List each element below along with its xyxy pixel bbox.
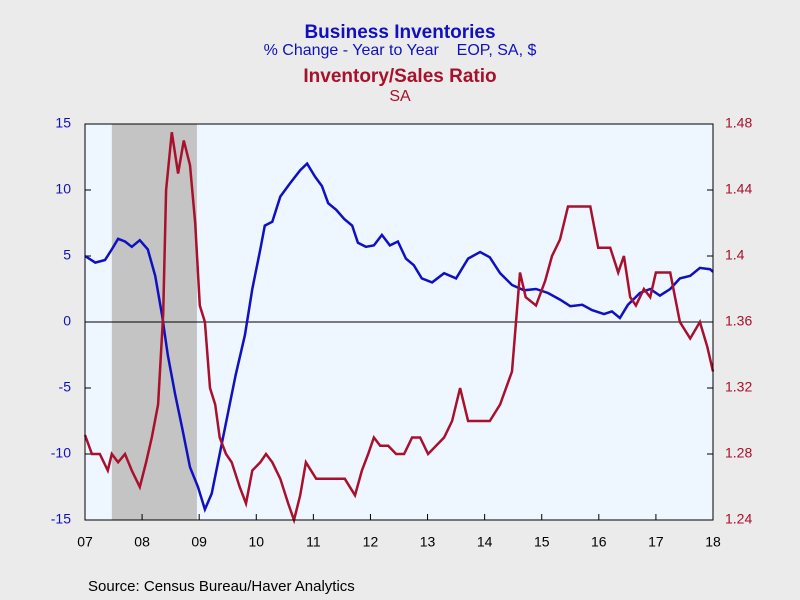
y2-tick-label: 1.48 <box>725 115 752 131</box>
chart-subtitle: % Change - Year to Year EOP, SA, $ <box>264 42 537 59</box>
y-tick-label: -10 <box>51 445 71 461</box>
y2-tick-label: 1.32 <box>725 379 752 395</box>
x-tick-label: 08 <box>134 534 150 550</box>
chart-title: Inventory/Sales Ratio <box>303 66 496 87</box>
y-tick-label: 5 <box>63 247 71 263</box>
series-line <box>84 161 714 514</box>
series-line <box>83 132 715 525</box>
y2-tick-label: 1.28 <box>725 445 752 461</box>
y-tick-label: 15 <box>55 115 71 131</box>
y2-tick-label: 1.44 <box>725 181 752 197</box>
x-tick-label: 13 <box>420 534 436 550</box>
x-tick-label: 09 <box>191 534 207 550</box>
plot-border <box>84 123 714 521</box>
y-tick-label: 10 <box>55 181 71 197</box>
y2-tick-label: 1.4 <box>725 247 745 263</box>
y-tick-label: -5 <box>59 379 72 395</box>
x-tick-label: 07 <box>77 534 93 550</box>
x-tick-label: 10 <box>248 534 264 550</box>
x-tick-label: 11 <box>306 534 321 550</box>
y-tick-label: -15 <box>51 511 71 527</box>
x-tick-label: 18 <box>705 534 721 550</box>
x-tick-label: 14 <box>477 534 493 550</box>
x-tick-label: 17 <box>648 534 664 550</box>
y-tick-label: 0 <box>63 313 71 329</box>
x-tick-label: 12 <box>363 534 379 550</box>
x-tick-label: 15 <box>534 534 550 550</box>
chart-title: Business Inventories <box>304 22 495 43</box>
x-tick-label: 16 <box>591 534 607 550</box>
y2-tick-label: 1.36 <box>725 313 752 329</box>
source-note: Source: Census Bureau/Haver Analytics <box>88 578 355 595</box>
y2-tick-label: 1.24 <box>725 511 752 527</box>
chart-subtitle: SA <box>389 88 411 105</box>
